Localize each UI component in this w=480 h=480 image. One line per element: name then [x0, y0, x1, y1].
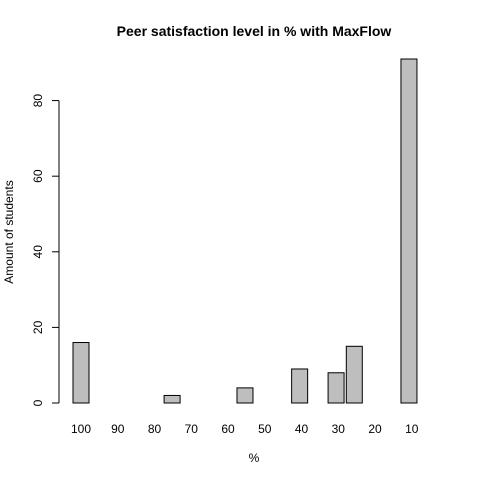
bar [327, 372, 345, 404]
y-tick-label: 60 [31, 169, 45, 183]
y-axis-label: Amount of students [2, 180, 16, 283]
x-tick-label: 40 [295, 422, 309, 436]
x-tick-labels: 100 90 80 70 60 50 40 30 20 10 [71, 422, 419, 436]
y-axis: 0 20 40 60 80 [31, 94, 60, 406]
bar [291, 368, 309, 404]
x-tick-label: 10 [405, 422, 419, 436]
x-axis-label: % [249, 451, 260, 465]
bar [163, 394, 181, 404]
bar [236, 387, 254, 404]
y-tick-label: 0 [31, 399, 45, 406]
x-tick-label: 30 [332, 422, 346, 436]
x-tick-label: 80 [148, 422, 162, 436]
x-tick-label: 90 [111, 422, 125, 436]
x-tick-label: 100 [71, 422, 91, 436]
x-tick-label: 60 [221, 422, 235, 436]
chart-title: Peer satisfaction level in % with MaxFlo… [117, 23, 392, 39]
x-tick-label: 50 [258, 422, 272, 436]
bar [400, 58, 418, 404]
bar [72, 342, 90, 404]
bar [345, 345, 363, 404]
y-tick-label: 40 [31, 245, 45, 259]
bars [72, 58, 418, 404]
y-tick-label: 80 [31, 94, 45, 108]
x-tick-label: 70 [185, 422, 199, 436]
x-tick-label: 20 [368, 422, 382, 436]
y-tick-label: 20 [31, 320, 45, 334]
